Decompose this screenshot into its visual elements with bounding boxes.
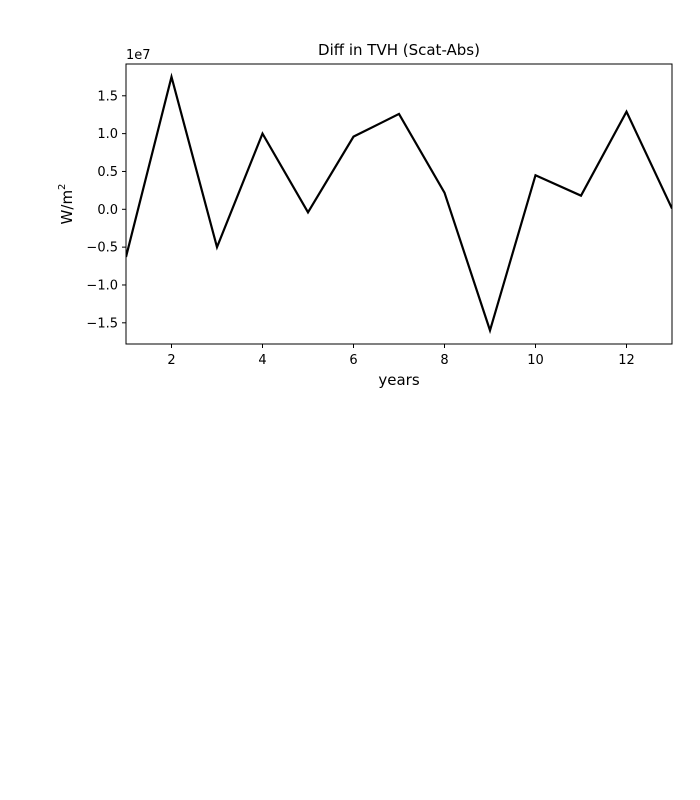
y-axis-label: W/m2 <box>57 184 76 225</box>
y-tick-label: 0.5 <box>97 165 118 180</box>
series-line <box>126 72 672 335</box>
y-tick-label: 1.0 <box>97 127 118 142</box>
chart-title: Diff in TVH (Scat-Abs) <box>318 41 480 59</box>
y-tick-label: −0.5 <box>86 241 118 256</box>
x-tick-label: 12 <box>618 353 635 368</box>
y-axis-label-superscript: 2 <box>57 184 68 190</box>
plot-frame <box>125 63 673 345</box>
y-tick-label: 0.0 <box>97 203 118 218</box>
y-axis-label-base: W/m <box>58 190 76 225</box>
x-tick-label: 10 <box>527 353 544 368</box>
y-tick-label: −1.0 <box>86 278 118 293</box>
x-tick-label: 6 <box>349 353 357 368</box>
x-tick-label: 8 <box>440 353 448 368</box>
y-offset-text: 1e7 <box>126 48 151 63</box>
x-tick-label: 4 <box>258 353 266 368</box>
x-tick-label: 2 <box>167 353 175 368</box>
y-tick-label: 1.5 <box>97 89 118 104</box>
x-axis-label: years <box>378 371 419 389</box>
y-tick-label: −1.5 <box>86 316 118 331</box>
plot-area <box>126 72 672 335</box>
axis-ticks: 2 4 6 8 10 12 −1.5 −1.0 −0.5 0.0 0.5 1.0 1.5 <box>86 89 634 368</box>
